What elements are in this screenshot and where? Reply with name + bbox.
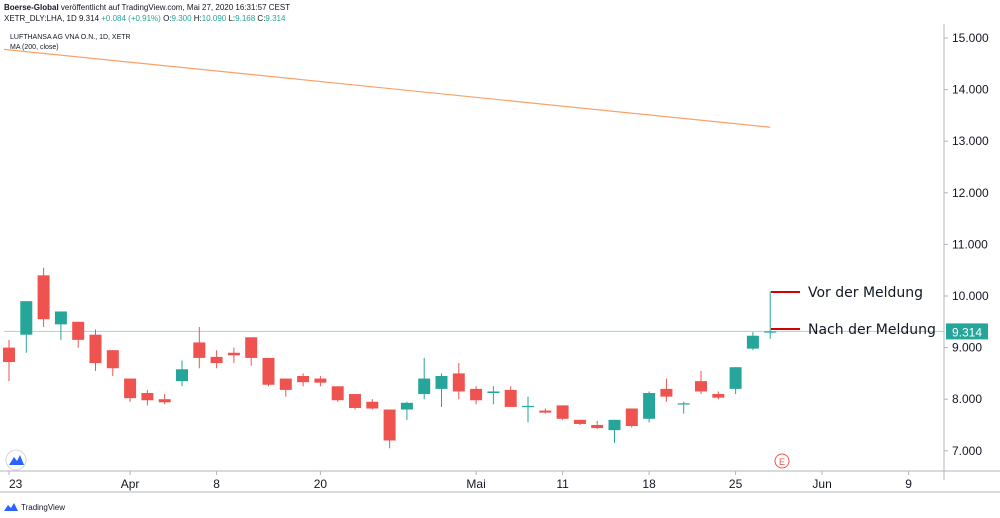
last-price-label: 9.314 (952, 325, 982, 339)
ma200-line (3, 48, 771, 128)
candle-down[interactable] (106, 350, 119, 369)
candle-up[interactable] (522, 405, 534, 408)
annotation-label: Nach der Meldung (808, 322, 936, 338)
ohlc-line: XETR_DLY:LHA, 1D 9.314 +0.084 (+0.91%) O… (4, 14, 285, 23)
y-tick-label: 7.000 (952, 444, 982, 458)
high-label: H: (191, 14, 202, 23)
candle-down[interactable] (158, 399, 171, 403)
candle-down[interactable] (210, 356, 223, 364)
candle-down[interactable] (89, 334, 102, 364)
tradingview-logo-icon (4, 503, 18, 511)
candle-down[interactable] (349, 394, 361, 408)
x-tick-label: 11 (556, 477, 569, 491)
x-tick-label: Apr (121, 477, 140, 491)
publish-info: Boerse-Global veröffentlicht auf Trading… (4, 3, 290, 12)
candle-down[interactable] (141, 393, 154, 401)
candle-up[interactable] (729, 367, 742, 389)
x-tick-label: Jun (812, 477, 831, 491)
footer-brand[interactable]: TradingView (4, 502, 65, 512)
candle-down[interactable] (297, 375, 310, 383)
x-tick-label: 8 (213, 477, 220, 491)
open-label: O: (160, 14, 172, 23)
candle-down[interactable] (72, 321, 85, 340)
candle-up[interactable] (176, 369, 188, 382)
candle-up[interactable] (764, 331, 777, 333)
candle-down[interactable] (37, 275, 50, 320)
y-tick-label: 8.000 (952, 392, 982, 406)
y-tick-label: 9.000 (952, 341, 982, 355)
published-text: veröffentlicht auf TradingView.com, Mai … (58, 3, 291, 12)
candle-down[interactable] (625, 408, 638, 427)
close-label: C: (255, 14, 266, 23)
y-tick-label: 15.000 (952, 31, 989, 45)
candle-down[interactable] (539, 410, 552, 413)
candle-up[interactable] (20, 301, 33, 335)
x-tick-label: 25 (729, 477, 743, 491)
x-tick-label: 9 (905, 477, 912, 491)
high-value: 10.090 (201, 14, 227, 23)
candle-up[interactable] (435, 375, 448, 389)
earnings-event-icon[interactable] (774, 453, 790, 469)
candle-down[interactable] (452, 373, 465, 392)
x-tick-label: 23 (9, 477, 23, 491)
y-tick-label: 13.000 (952, 134, 989, 148)
candle-down[interactable] (124, 378, 137, 399)
x-tick-label: 18 (642, 477, 656, 491)
candle-down[interactable] (331, 386, 344, 401)
x-tick-label: Mai (466, 477, 485, 491)
candle-down[interactable] (366, 401, 379, 409)
candle-up[interactable] (54, 311, 67, 325)
candle-down[interactable] (573, 419, 586, 424)
y-tick-label: 12.000 (952, 186, 989, 200)
candle-down[interactable] (712, 394, 725, 398)
candle-up[interactable] (400, 402, 413, 410)
ohlc-prefix: XETR_DLY:LHA, 1D 9.314 (4, 14, 102, 23)
candle-up[interactable] (608, 419, 621, 431)
low-value: 9.168 (235, 14, 256, 23)
candle-down[interactable] (591, 425, 604, 429)
footer-brand-label: TradingView (21, 502, 66, 512)
candle-down[interactable] (193, 342, 206, 358)
low-label: L: (226, 14, 236, 23)
candle-down[interactable] (227, 352, 240, 356)
candle-up[interactable] (643, 393, 656, 419)
y-tick-label: 10.000 (952, 289, 989, 303)
candle-up[interactable] (418, 378, 431, 395)
legend-symbol[interactable]: LUFTHANSA AG VNA O.N., 1D, XETR (10, 34, 131, 41)
candle-down[interactable] (695, 381, 707, 392)
open-value: 9.300 (171, 14, 192, 23)
change-value: +0.084 (+0.91%) (101, 14, 161, 23)
candle-up[interactable] (487, 391, 500, 394)
earnings-event-label: E (779, 457, 785, 467)
last-price-badge (946, 323, 988, 340)
candle-down[interactable] (504, 389, 517, 407)
candle-down[interactable] (660, 388, 673, 397)
candle-up[interactable] (677, 403, 690, 405)
candle-down[interactable] (556, 405, 569, 419)
publisher-name[interactable]: Boerse-Global (4, 3, 59, 12)
candle-up[interactable] (746, 335, 759, 349)
chart-tool-glyph (9, 455, 24, 465)
candle-down[interactable] (470, 388, 483, 401)
candle-down[interactable] (262, 357, 275, 385)
y-tick-label: 11.000 (952, 237, 988, 251)
close-value: 9.314 (265, 14, 286, 23)
y-tick-label: 14.000 (952, 83, 989, 97)
candle-down[interactable] (383, 409, 396, 441)
candle-down[interactable] (245, 337, 258, 358)
candle-down[interactable] (314, 378, 327, 383)
legend-ma[interactable]: MA (200, close) (10, 44, 59, 51)
x-tick-label: 20 (314, 477, 328, 491)
candle-down[interactable] (279, 378, 292, 390)
candle-down[interactable] (3, 347, 15, 363)
annotation-label: Vor der Meldung (808, 285, 923, 301)
